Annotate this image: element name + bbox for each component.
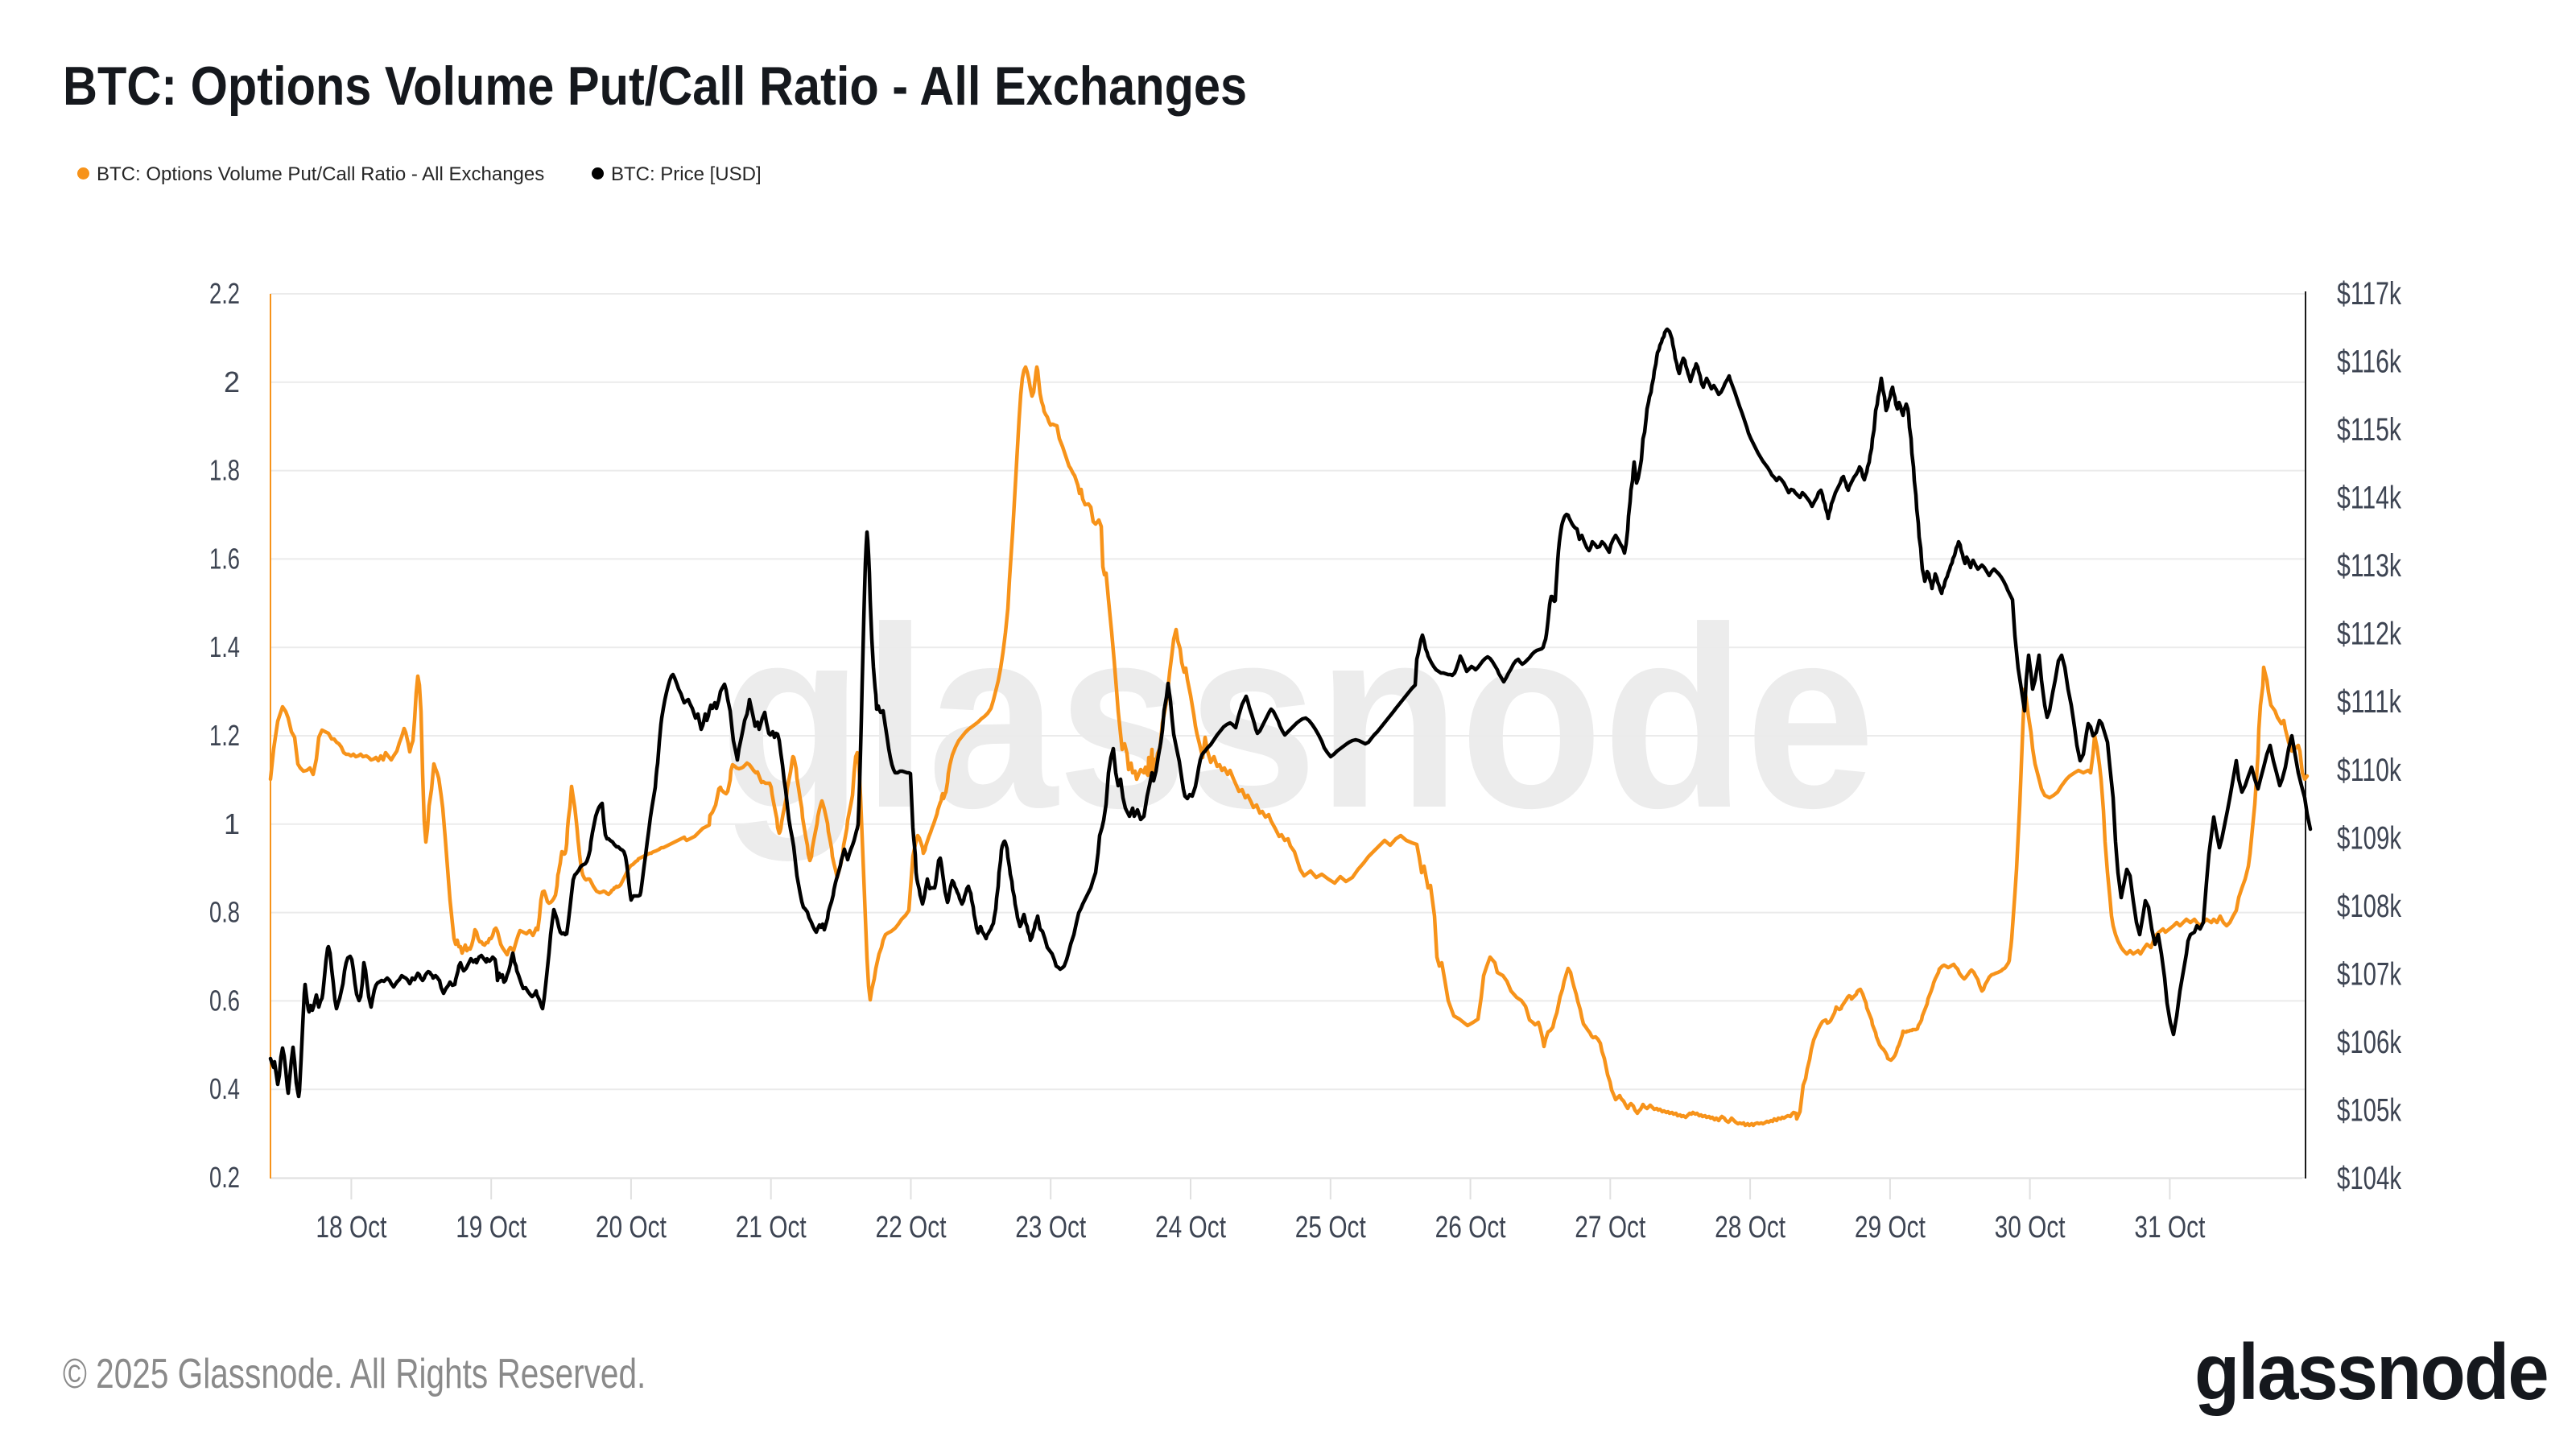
svg-text:2.2: 2.2 [209, 277, 240, 310]
svg-text:$108k: $108k [2337, 889, 2402, 924]
svg-text:22 Oct: 22 Oct [876, 1211, 947, 1245]
svg-text:$111k: $111k [2337, 684, 2402, 720]
svg-text:20 Oct: 20 Oct [596, 1211, 667, 1245]
svg-text:$114k: $114k [2337, 481, 2402, 516]
svg-text:0.2: 0.2 [209, 1161, 240, 1194]
svg-text:$115k: $115k [2337, 412, 2402, 448]
svg-text:$106k: $106k [2337, 1025, 2402, 1060]
svg-text:1.6: 1.6 [209, 542, 240, 575]
svg-text:$104k: $104k [2337, 1161, 2402, 1196]
svg-text:23 Oct: 23 Oct [1015, 1211, 1086, 1245]
svg-text:0.8: 0.8 [209, 896, 240, 929]
svg-text:1.2: 1.2 [209, 719, 240, 752]
svg-text:$110k: $110k [2337, 753, 2402, 788]
svg-text:$107k: $107k [2337, 956, 2402, 992]
svg-text:$112k: $112k [2337, 617, 2402, 652]
svg-text:0.4: 0.4 [209, 1072, 240, 1105]
svg-text:19 Oct: 19 Oct [456, 1211, 526, 1245]
svg-text:1.4: 1.4 [209, 630, 240, 663]
svg-text:glassnode: glassnode [720, 573, 1876, 863]
svg-text:27 Oct: 27 Oct [1575, 1211, 1645, 1245]
svg-text:28 Oct: 28 Oct [1715, 1211, 1785, 1245]
svg-text:31 Oct: 31 Oct [2134, 1211, 2205, 1245]
svg-text:2: 2 [224, 365, 240, 398]
svg-text:$109k: $109k [2337, 820, 2402, 856]
svg-text:1.8: 1.8 [209, 454, 240, 487]
svg-text:$113k: $113k [2337, 548, 2402, 584]
svg-text:26 Oct: 26 Oct [1435, 1211, 1506, 1245]
svg-text:$105k: $105k [2337, 1093, 2402, 1129]
svg-text:21 Oct: 21 Oct [736, 1211, 807, 1245]
svg-text:0.6: 0.6 [209, 984, 240, 1017]
svg-text:1: 1 [224, 807, 240, 840]
svg-text:$116k: $116k [2337, 345, 2402, 380]
svg-text:24 Oct: 24 Oct [1155, 1211, 1226, 1245]
svg-text:25 Oct: 25 Oct [1295, 1211, 1366, 1245]
svg-text:30 Oct: 30 Oct [1995, 1211, 2066, 1245]
svg-text:18 Oct: 18 Oct [316, 1211, 386, 1245]
svg-text:$117k: $117k [2337, 276, 2402, 312]
svg-text:29 Oct: 29 Oct [1855, 1211, 1926, 1245]
